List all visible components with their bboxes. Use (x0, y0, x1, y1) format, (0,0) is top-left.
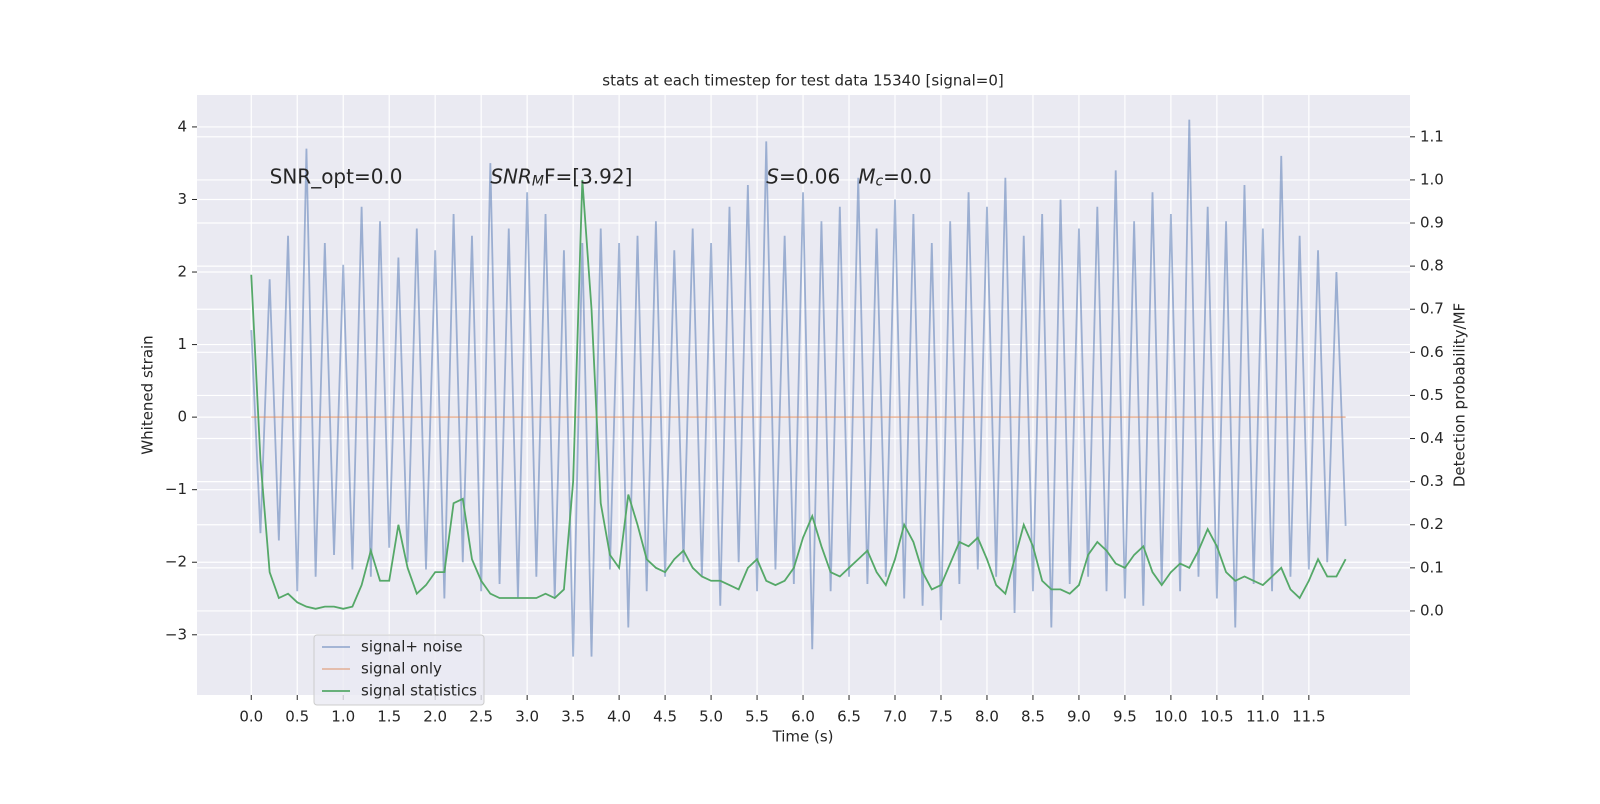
x-tick-label: 11.0 (1246, 708, 1279, 726)
y-tick-label: 4 (177, 117, 187, 135)
legend-label: signal only (361, 660, 442, 678)
y2-tick-label: 0.0 (1420, 601, 1444, 619)
x-tick-label: 6.0 (791, 708, 815, 726)
x-tick-label: 7.5 (929, 708, 953, 726)
x-tick-label: 3.5 (561, 708, 585, 726)
y2-tick-label: 0.1 (1420, 558, 1444, 576)
y-tick-label: −2 (165, 553, 187, 571)
x-tick-label: 0.5 (285, 708, 309, 726)
annotation-part: c (875, 174, 883, 190)
y2-tick-label: 0.9 (1420, 214, 1444, 232)
x-tick-label: 0.0 (239, 708, 263, 726)
annotation: Mc=0.0 (858, 164, 932, 190)
legend: signal+ noise signal only signal statistic… (313, 634, 485, 706)
y2-tick-label: 0.4 (1420, 429, 1444, 447)
x-tick-label: 4.5 (653, 708, 677, 726)
x-tick-label: 5.0 (699, 708, 723, 726)
x-tick-label: 3.0 (515, 708, 539, 726)
y2-tick-label: 0.7 (1420, 300, 1444, 318)
y2-tick-label: 0.3 (1420, 472, 1444, 490)
x-tick-label: 1.0 (331, 708, 355, 726)
y-axis-label: Whitened strain (139, 335, 157, 454)
x-tick-label: 8.5 (1021, 708, 1045, 726)
x-tick-label: 1.5 (377, 708, 401, 726)
annotation-part: F=[3.92] (544, 164, 632, 188)
x-tick-label: 8.0 (975, 708, 999, 726)
x-tick-label: 4.0 (607, 708, 631, 726)
annotation-part: M (858, 164, 875, 188)
x-tick-label: 2.5 (469, 708, 493, 726)
legend-label: signal+ noise (361, 638, 463, 656)
annotation-part: M (532, 174, 544, 190)
line-series (250, 119, 1347, 657)
annotation: S=0.06 (766, 164, 840, 188)
legend-box (313, 634, 485, 706)
y-tick-label: −1 (165, 480, 187, 498)
y-tick-label: 2 (177, 263, 187, 281)
x-tick-label: 5.5 (745, 708, 769, 726)
line-series (250, 179, 1347, 610)
annotation-part: SNR (490, 164, 532, 188)
y-tick-label: 0 (177, 408, 187, 426)
y-tick-label: 1 (177, 335, 187, 353)
annotation: SNRMF=[3.92] (490, 164, 632, 190)
x-tick-label: 11.5 (1292, 708, 1325, 726)
y2-tick-label: 0.8 (1420, 257, 1444, 275)
x-tick-label: 7.0 (883, 708, 907, 726)
y2-tick-label: 0.2 (1420, 515, 1444, 533)
annotation: SNR_opt=0.0 (270, 164, 403, 188)
x-tick-label: 10.0 (1154, 708, 1187, 726)
annotation-part: =0.0 (883, 164, 932, 188)
x-tick-label: 10.5 (1200, 708, 1233, 726)
y-tick-label: 3 (177, 190, 187, 208)
y2-tick-label: 1.0 (1420, 170, 1444, 188)
legend-label: signal statistics (361, 682, 477, 700)
annotation-part: S (766, 164, 779, 188)
x-tick-label: 2.0 (423, 708, 447, 726)
x-tick-label: 9.0 (1067, 708, 1091, 726)
y2-tick-label: 0.5 (1420, 386, 1444, 404)
y-tick-label: −3 (165, 625, 187, 643)
chart-title: stats at each timestep for test data 153… (602, 72, 1003, 90)
x-tick-label: 6.5 (837, 708, 861, 726)
annotation-part: =0.06 (779, 164, 840, 188)
annotation-part: SNR_opt=0.0 (270, 164, 403, 188)
x-tick-label: 9.5 (1113, 708, 1137, 726)
y2-tick-label: 1.1 (1420, 127, 1444, 145)
x-axis-label: Time (s) (772, 728, 834, 746)
y2-tick-label: 0.6 (1420, 343, 1444, 361)
y2-axis-label: Detection probability/MF (1451, 303, 1469, 487)
